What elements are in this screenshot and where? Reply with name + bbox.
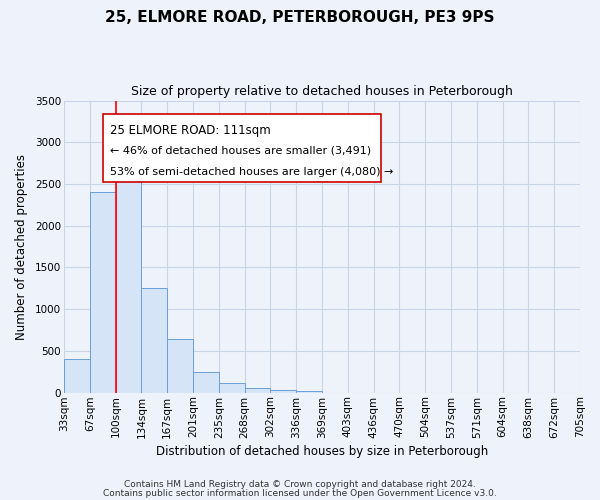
Bar bbox=[219, 384, 245, 392]
Bar bbox=[142, 288, 167, 393]
Bar bbox=[64, 360, 90, 392]
Bar bbox=[193, 372, 219, 392]
Bar bbox=[245, 388, 271, 392]
Y-axis label: Number of detached properties: Number of detached properties bbox=[15, 154, 28, 340]
Text: Contains public sector information licensed under the Open Government Licence v3: Contains public sector information licen… bbox=[103, 488, 497, 498]
Bar bbox=[90, 192, 116, 392]
Text: 25, ELMORE ROAD, PETERBOROUGH, PE3 9PS: 25, ELMORE ROAD, PETERBOROUGH, PE3 9PS bbox=[105, 10, 495, 25]
Bar bbox=[116, 176, 142, 392]
Text: Contains HM Land Registry data © Crown copyright and database right 2024.: Contains HM Land Registry data © Crown c… bbox=[124, 480, 476, 489]
Text: 53% of semi-detached houses are larger (4,080) →: 53% of semi-detached houses are larger (… bbox=[110, 166, 394, 176]
Bar bbox=[167, 339, 193, 392]
Text: ← 46% of detached houses are smaller (3,491): ← 46% of detached houses are smaller (3,… bbox=[110, 145, 371, 155]
Bar bbox=[103, 114, 382, 182]
Bar bbox=[271, 390, 296, 392]
Title: Size of property relative to detached houses in Peterborough: Size of property relative to detached ho… bbox=[131, 85, 513, 98]
Text: 25 ELMORE ROAD: 111sqm: 25 ELMORE ROAD: 111sqm bbox=[110, 124, 271, 137]
X-axis label: Distribution of detached houses by size in Peterborough: Distribution of detached houses by size … bbox=[156, 444, 488, 458]
Bar bbox=[296, 391, 322, 392]
